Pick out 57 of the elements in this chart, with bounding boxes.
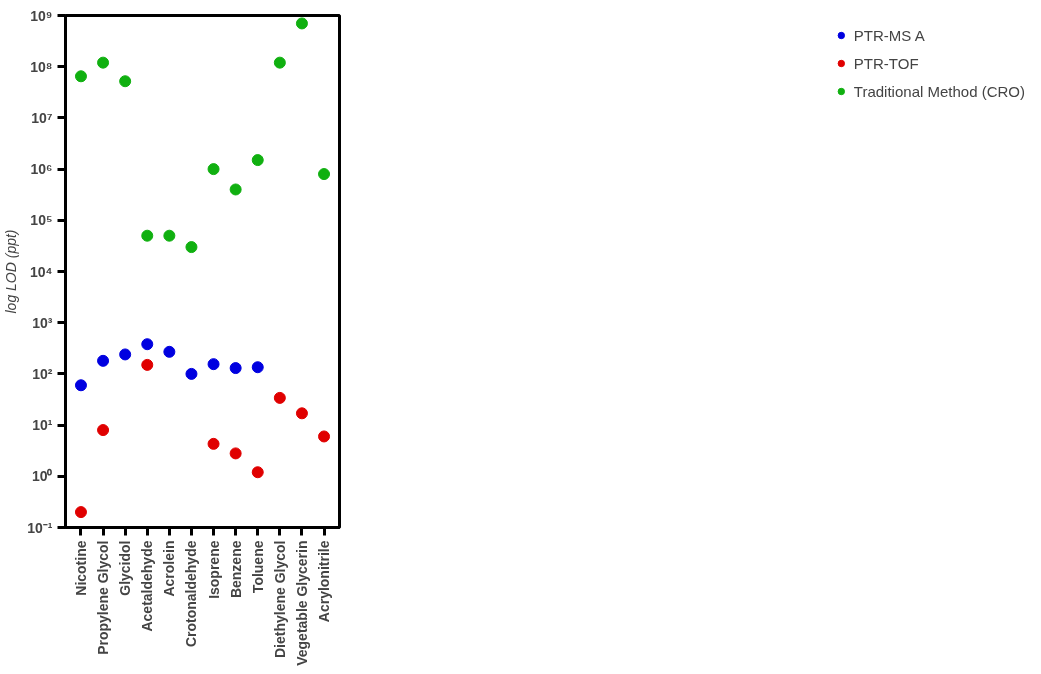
x-tick-label: Acetaldehyde [139,540,156,632]
x-tick-label: Acrylonitrile [316,540,333,623]
y-tick-label: 10⁻¹ [27,519,53,536]
point [97,56,110,69]
y-tick-label: 10⁷ [31,109,53,126]
point [251,361,264,374]
y-tick-label: 10⁸ [30,58,53,75]
x-tick-label: Benzene [227,540,244,599]
y-tick-label: 10⁰ [31,468,53,485]
point [318,168,331,181]
point [141,358,154,371]
point [119,75,132,88]
x-tick-label: Glycidol [117,540,134,596]
legend-label: Traditional Method (CRO) [853,82,1025,100]
point [273,56,286,69]
point [251,154,264,167]
point [97,424,110,437]
point [207,437,220,450]
point [163,229,176,242]
y-tick-label: 10⁴ [30,263,53,280]
x-tick-label: Crotonaldehyde [183,540,200,648]
x-tick-label: Propylene Glycol [95,540,112,655]
legend-label: PTR-MS A [853,26,925,44]
point [119,348,132,361]
x-tick-label: Diethylene Glycol [271,540,288,658]
x-tick-label: Nicotine [72,540,89,596]
point [229,362,242,375]
y-axis-title: log LOD (ppt) [3,229,20,314]
point [251,466,264,479]
x-tick-label: Toluene [249,540,266,594]
point [318,430,331,443]
point [163,345,176,358]
point [273,391,286,404]
y-tick-label: 10³ [32,314,53,331]
point [185,241,198,254]
point [295,17,308,30]
point [74,70,87,83]
y-tick-label: 10⁹ [30,7,53,24]
point [229,447,242,460]
legend-label: PTR-TOF [853,54,919,72]
point [141,229,154,242]
point [97,354,110,367]
point [74,379,87,392]
y-tick-label: 10⁶ [30,161,53,178]
x-tick-label: Acrolein [161,540,178,597]
point [295,407,308,420]
point [141,338,154,351]
point [74,506,87,519]
point [185,367,198,380]
y-tick-label: 10¹ [32,417,53,434]
x-tick-label: Vegetable Glycerin [293,540,310,666]
x-tick-label: Isoprene [205,540,222,599]
point [207,163,220,176]
y-tick-label: 10² [32,365,53,382]
point [229,183,242,196]
y-tick-label: 10⁵ [30,212,53,229]
point [207,358,220,371]
